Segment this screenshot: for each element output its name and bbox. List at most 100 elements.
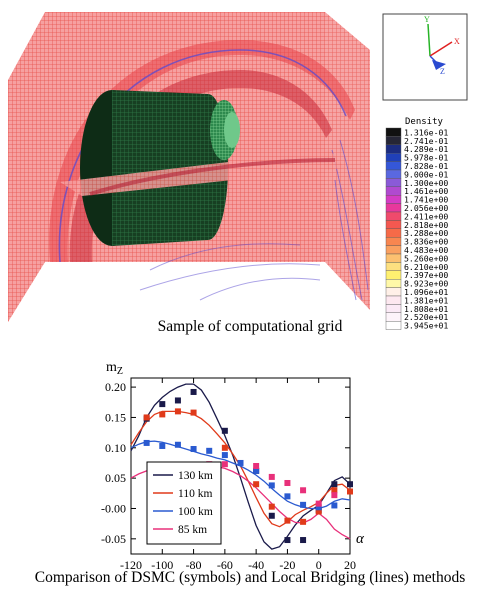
density-legend-label: 3.836e+00 bbox=[404, 237, 448, 247]
shock-line-blue bbox=[58, 49, 347, 263]
density-legend-label: 8.923e+00 bbox=[404, 279, 448, 289]
series-point-130-km bbox=[284, 537, 291, 544]
series-point-110-km bbox=[159, 411, 166, 418]
density-legend: Density 1.316e-012.741e-014.289e-015.978… bbox=[385, 117, 448, 331]
mz-vs-alpha-chart: -120 -100 -80 -60 -40 -20 0 20 0.20 0.15 0.10 0.05 -… bbox=[101, 360, 365, 572]
legend-label: 100 km bbox=[178, 506, 213, 518]
y-tick-label: 0.05 bbox=[105, 471, 126, 485]
density-legend-swatch bbox=[385, 220, 402, 229]
density-legend-label: 3.945e+01 bbox=[404, 321, 448, 331]
x-tick-label: -20 bbox=[279, 558, 295, 572]
series-point-110-km bbox=[331, 487, 338, 494]
computational-grid-figure: Y X Z Density 1.316e-01 2.741e-01 4.289e-0… bbox=[8, 12, 468, 331]
x-tick-label: 20 bbox=[344, 558, 356, 572]
density-legend-label: 9.000e-01 bbox=[404, 169, 448, 179]
density-legend-label: 6.210e+00 bbox=[404, 262, 448, 272]
density-legend-swatch bbox=[385, 152, 402, 162]
series-point-130-km bbox=[300, 537, 307, 544]
density-legend-label: 1.808e+01 bbox=[404, 304, 448, 314]
density-legend-swatch bbox=[385, 321, 402, 330]
series-point-130-km bbox=[221, 427, 228, 434]
axis-label-y: Y bbox=[424, 15, 430, 24]
series-point-100-km bbox=[206, 447, 213, 454]
density-legend-swatch bbox=[385, 161, 402, 171]
series-line-100-km bbox=[130, 440, 351, 510]
legend-label: 110 km bbox=[178, 488, 212, 500]
x-tick-label: 0 bbox=[316, 558, 322, 572]
series-point-130-km bbox=[159, 401, 166, 408]
series-point-100-km bbox=[331, 502, 338, 509]
density-legend-label: 4.483e+00 bbox=[404, 245, 448, 255]
density-legend-label: 3.288e+00 bbox=[404, 228, 448, 238]
density-legend-swatch bbox=[385, 295, 402, 305]
axis-label-x: X bbox=[454, 37, 460, 46]
computational-grid-render: Y X Z Density 1.316e-012.741e-014.289e-0… bbox=[8, 12, 468, 331]
density-legend-swatch bbox=[385, 253, 402, 263]
series-point-100-km bbox=[237, 459, 244, 466]
density-legend-label: 1.316e-01 bbox=[404, 127, 448, 137]
chart-axes: -120 -100 -80 -60 -40 -20 0 20 0.20 0.15 0.10 0.05 -… bbox=[101, 360, 365, 572]
plot-frame bbox=[130, 377, 351, 555]
series-point-130-km bbox=[174, 397, 181, 404]
density-legend-label: 2.818e+00 bbox=[404, 220, 448, 230]
chart-figure: -120 -100 -80 -60 -40 -20 0 20 0.20 0.15 0.10 0.05 -… bbox=[0, 345, 500, 606]
density-legend-label: 4.289e-01 bbox=[404, 144, 448, 154]
series-point-130-km bbox=[331, 481, 338, 488]
density-legend-swatch bbox=[385, 203, 402, 213]
chart-legend: 130 km 110 km 100 km 85 km bbox=[146, 461, 222, 545]
density-legend-label: 1.300e+00 bbox=[404, 178, 448, 188]
series-point-130-km bbox=[268, 512, 275, 519]
density-legend-swatch bbox=[385, 304, 402, 313]
legend-label: 85 km bbox=[178, 524, 207, 536]
series-point-110-km bbox=[174, 408, 181, 415]
series-point-100-km bbox=[221, 452, 228, 459]
series-point-85-km bbox=[221, 461, 228, 468]
density-legend-label: 1.096e+01 bbox=[404, 287, 448, 297]
series-point-85-km bbox=[300, 487, 307, 494]
density-legend-swatch bbox=[385, 144, 402, 154]
density-legend-swatch bbox=[385, 194, 402, 204]
series-point-110-km bbox=[221, 444, 228, 451]
nose-cap bbox=[224, 112, 240, 148]
legend-label: 130 km bbox=[178, 470, 213, 482]
density-legend-label: 2.056e+00 bbox=[404, 203, 448, 213]
chart-caption: Comparison of DSMC (symbols) and Local B… bbox=[34, 569, 466, 586]
series-point-110-km bbox=[253, 481, 260, 488]
x-tick-label: -80 bbox=[186, 558, 202, 572]
density-legend-swatch bbox=[385, 287, 402, 297]
series-point-100-km bbox=[315, 504, 322, 511]
series-point-85-km bbox=[268, 473, 275, 480]
density-legend-label: 2.741e-01 bbox=[404, 136, 448, 146]
lower-streaks bbox=[139, 243, 321, 301]
series-point-110-km bbox=[143, 414, 150, 421]
density-legend-label: 1.461e+00 bbox=[404, 186, 448, 196]
series-point-85-km bbox=[253, 463, 260, 469]
y-tick-label: 0.10 bbox=[105, 441, 126, 455]
series-point-110-km bbox=[190, 409, 197, 416]
series-point-100-km bbox=[190, 446, 197, 453]
density-legend-label: 7.397e+00 bbox=[404, 270, 448, 280]
density-legend-title: Density bbox=[405, 117, 444, 127]
series-point-100-km bbox=[159, 442, 166, 449]
x-tick-label: -40 bbox=[248, 558, 264, 572]
density-legend-swatch bbox=[385, 136, 402, 145]
x-tick-label: -120 bbox=[120, 558, 142, 572]
series-point-100-km bbox=[300, 501, 307, 508]
y-tick-label: 0.15 bbox=[105, 410, 126, 424]
series-point-100-km bbox=[253, 467, 260, 474]
horizontal-plane-band bbox=[89, 158, 336, 196]
x-axis-label: α bbox=[356, 531, 365, 547]
axis-orientation-widget: Y X Z bbox=[382, 13, 468, 101]
density-legend-swatch bbox=[385, 211, 402, 221]
x-tick-label: -100 bbox=[151, 558, 173, 572]
y-axis-label-subscript: Z bbox=[117, 366, 123, 377]
density-legend-swatch bbox=[385, 262, 402, 271]
series-point-100-km bbox=[268, 482, 275, 489]
series-point-110-km bbox=[315, 508, 322, 515]
y-tick-label: -0.00 bbox=[101, 501, 126, 515]
front-plane bbox=[8, 12, 45, 322]
axis-label-z: Z bbox=[440, 67, 445, 76]
series-point-110-km bbox=[300, 518, 307, 525]
density-legend-swatch bbox=[385, 245, 402, 255]
series-point-130-km bbox=[347, 481, 353, 488]
